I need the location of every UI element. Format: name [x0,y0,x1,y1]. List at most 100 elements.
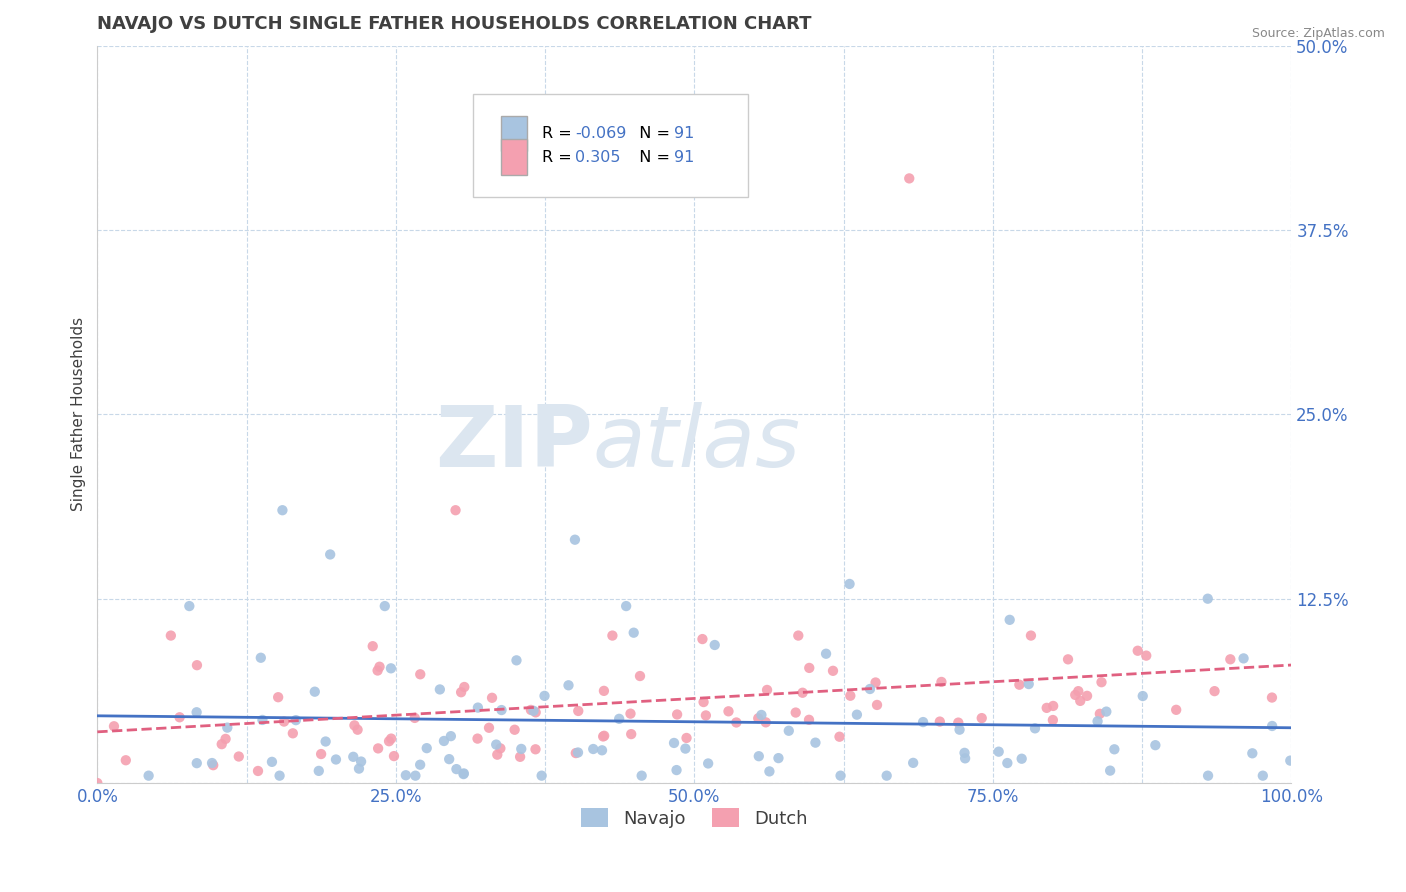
Point [758,764,780,779]
Point [380,731,402,746]
Y-axis label: Single Father Households: Single Father Households [72,318,86,511]
Text: Source: ZipAtlas.com: Source: ZipAtlas.com [1251,27,1385,40]
Point [619,706,641,721]
Point [217,721,239,735]
Point [211,737,233,751]
Point [440,729,463,743]
Point [778,723,800,738]
Point [267,690,290,705]
Point [995,756,1018,770]
Point [748,749,770,764]
Point [478,721,501,735]
Point [404,769,426,783]
Point [520,703,543,717]
Legend: Navajo, Dutch: Navajo, Dutch [572,799,817,837]
FancyBboxPatch shape [501,139,527,175]
Point [453,766,475,780]
Point [557,678,579,692]
Point [1104,742,1126,756]
Point [1042,698,1064,713]
Point [378,734,401,748]
Point [481,690,503,705]
Point [1197,769,1219,783]
Point [828,730,851,744]
Point [1204,684,1226,698]
Point [1261,690,1284,705]
Point [346,723,368,737]
Point [564,533,586,547]
Point [1088,706,1111,721]
Point [751,708,773,723]
Point [1144,738,1167,752]
Point [697,756,720,771]
Point [1019,629,1042,643]
Point [395,768,418,782]
Point [409,757,432,772]
Point [948,715,970,730]
Point [666,707,689,722]
Point [839,689,862,703]
Point [404,711,426,725]
Text: ZIP: ZIP [434,402,593,485]
Text: 91: 91 [673,150,695,164]
Point [792,686,814,700]
Point [486,747,509,762]
Point [1219,652,1241,666]
Point [717,704,740,718]
Point [602,629,624,643]
Point [1042,713,1064,727]
Point [201,756,224,770]
Point [1132,689,1154,703]
Point [453,767,475,781]
Point [138,769,160,783]
Point [747,711,769,725]
Point [103,719,125,733]
Point [630,769,652,783]
Point [1135,648,1157,663]
Point [453,680,475,694]
Point [273,714,295,729]
Point [347,762,370,776]
Point [928,714,950,729]
Point [859,681,882,696]
Point [799,661,821,675]
Point [1090,675,1112,690]
Point [898,171,921,186]
Point [866,698,889,712]
Point [1095,705,1118,719]
Point [593,684,616,698]
Point [533,689,555,703]
Point [1166,703,1188,717]
Point [271,503,294,517]
Text: NAVAJO VS DUTCH SINGLE FATHER HOUSEHOLDS CORRELATION CHART: NAVAJO VS DUTCH SINGLE FATHER HOUSEHOLDS… [97,15,811,33]
Point [593,729,616,743]
Point [505,653,527,667]
Point [380,661,402,675]
Point [491,703,513,717]
Point [876,769,898,783]
Point [845,707,868,722]
Point [169,710,191,724]
Text: 91: 91 [673,126,695,141]
Point [912,714,935,729]
Point [325,752,347,766]
Point [485,738,508,752]
Point [931,674,953,689]
Point [367,741,389,756]
Point [592,730,614,744]
Point [797,713,820,727]
Text: atlas: atlas [593,402,801,485]
Point [489,741,512,756]
Point [374,599,396,613]
Point [614,599,637,613]
Point [675,731,697,745]
Point [703,638,725,652]
Point [785,706,807,720]
Point [821,664,844,678]
Point [1232,651,1254,665]
FancyBboxPatch shape [474,94,748,197]
Point [1057,652,1080,666]
Point [524,742,547,756]
Point [315,734,337,748]
Point [1099,764,1122,778]
